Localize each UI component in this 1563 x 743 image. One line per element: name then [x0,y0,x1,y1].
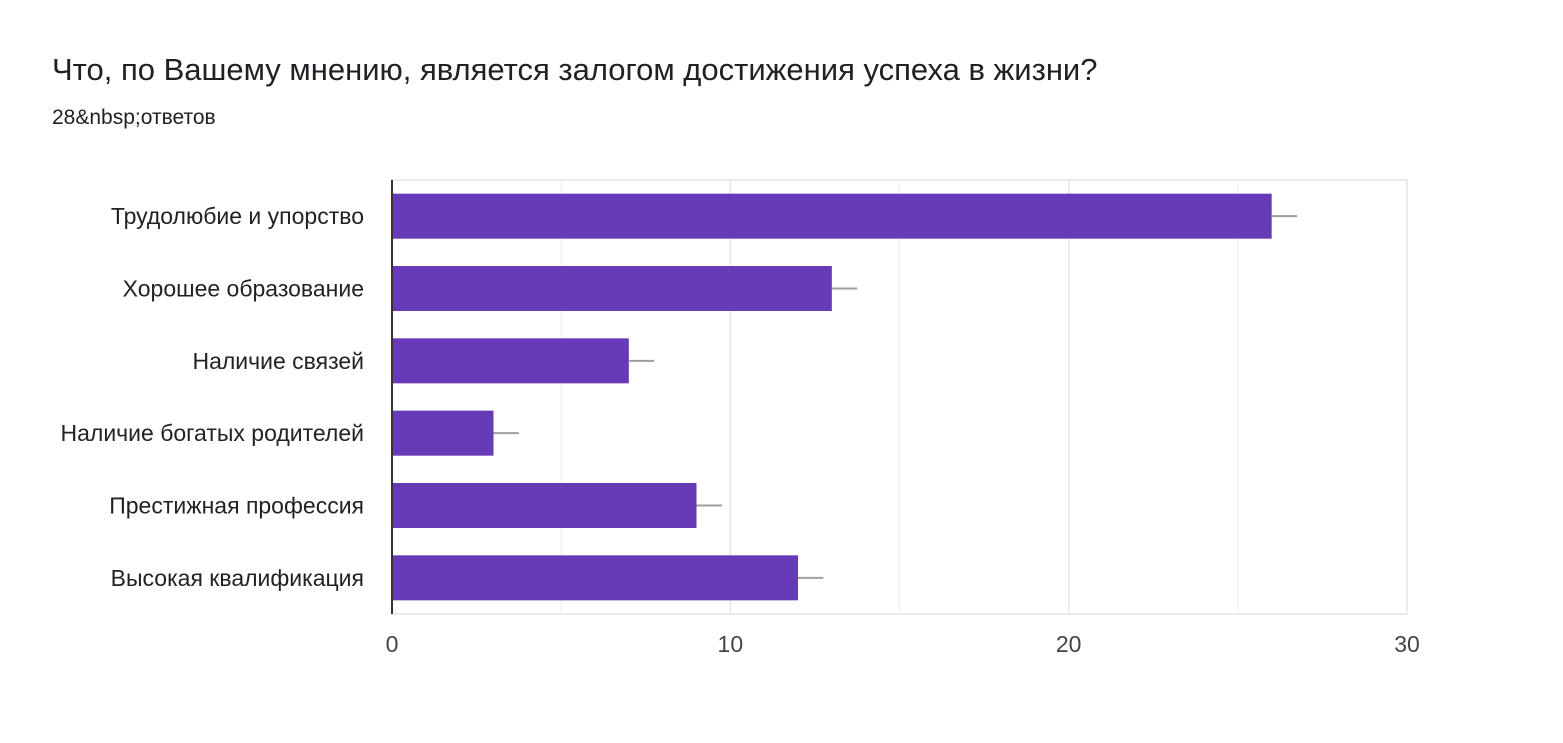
grid-lines [391,179,1408,615]
bar [392,483,697,528]
category-labels: Трудолюбие и упорство Хорошее образование… [61,203,364,591]
category-label: Трудолюбие и упорство [111,203,364,229]
bar [392,266,832,311]
x-tick-label: 10 [718,631,744,657]
chart-title: Что, по Вашему мнению, является залогом … [52,52,1098,87]
category-label: Наличие связей [192,348,364,374]
bar [392,555,798,601]
tick-labels: 0 10 20 30 [386,631,1420,657]
x-tick-label: 30 [1394,631,1420,657]
x-tick-label: 20 [1056,631,1082,657]
response-count: 28&nbsp;ответов [52,106,216,129]
category-label: Престижная профессия [109,493,364,519]
bars [391,180,1298,614]
category-label: Высокая квалификация [111,565,364,591]
category-label: Хорошее образование [123,276,364,302]
bar [392,193,1272,239]
bar [392,338,629,384]
x-tick-label: 0 [386,631,399,657]
category-label: Наличие богатых родителей [61,420,364,446]
bar [392,410,494,456]
